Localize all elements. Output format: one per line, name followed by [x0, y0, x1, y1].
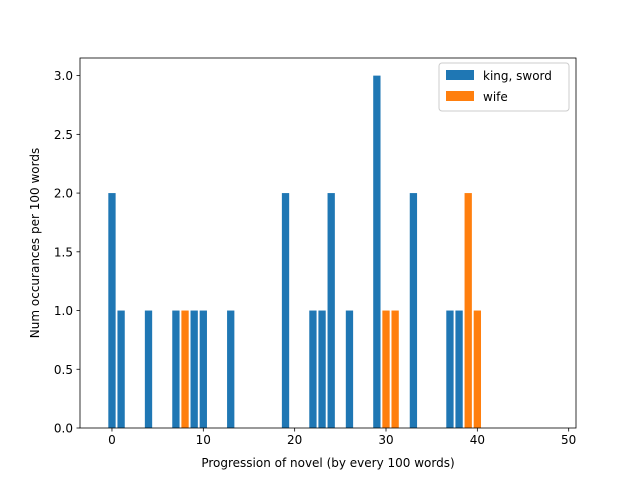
- bar-series0-x29: [373, 75, 381, 428]
- bar-series0-x13: [227, 310, 235, 428]
- legend-swatch-king-sword: [446, 70, 474, 80]
- bar-series0-x37: [446, 310, 454, 428]
- bar-series1-x31: [391, 310, 399, 428]
- bar-series0-x24: [327, 193, 335, 428]
- x-tick-label: 50: [561, 433, 576, 447]
- bar-series0-x0: [108, 193, 116, 428]
- y-axis-label: Num occurances per 100 words: [28, 148, 42, 338]
- x-ticks-group: 0 10 20 30 40 50: [108, 428, 576, 447]
- x-tick-label: 0: [108, 433, 116, 447]
- bar-series1-x39: [464, 193, 472, 428]
- bar-series0-x33: [409, 193, 418, 428]
- y-tick-label: 3.0: [54, 69, 73, 83]
- bars-group: [108, 75, 482, 428]
- x-tick-label: 40: [470, 433, 485, 447]
- bar-series0-x26: [345, 310, 354, 428]
- y-tick-label: 0.5: [54, 363, 73, 377]
- y-ticks-group: 0.0 0.5 1.0 1.5 2.0 2.5 3.0: [54, 69, 80, 436]
- y-tick-label: 2.0: [54, 187, 73, 201]
- bar-series0-x7: [172, 310, 180, 428]
- legend-swatch-wife: [446, 91, 474, 101]
- bar-series1-x40: [473, 310, 482, 428]
- bar-series1-x30: [382, 310, 390, 428]
- x-axis-label: Progression of novel (by every 100 words…: [201, 456, 454, 470]
- x-tick-label: 30: [378, 433, 393, 447]
- bar-series0-x38: [455, 310, 463, 428]
- bar-series0-x1: [117, 310, 125, 428]
- y-tick-label: 2.5: [54, 128, 73, 142]
- legend-label-king-sword: king, sword: [483, 69, 552, 83]
- bar-series0-x10: [199, 310, 207, 428]
- y-tick-label: 1.0: [54, 304, 73, 318]
- legend-label-wife: wife: [483, 90, 508, 104]
- bar-series0-x22: [309, 310, 317, 428]
- bar-series0-x23: [318, 310, 326, 428]
- bar-series0-x4: [144, 310, 153, 428]
- x-tick-label: 10: [196, 433, 211, 447]
- bar-series1-x8: [181, 310, 189, 428]
- bar-series0-x9: [190, 310, 198, 428]
- legend: king, sword wife: [438, 62, 570, 112]
- y-tick-label: 0.0: [54, 422, 73, 436]
- bar-series0-x19: [281, 193, 290, 428]
- y-tick-label: 1.5: [54, 245, 73, 259]
- x-tick-label: 20: [287, 433, 302, 447]
- plot-frame: [79, 57, 577, 429]
